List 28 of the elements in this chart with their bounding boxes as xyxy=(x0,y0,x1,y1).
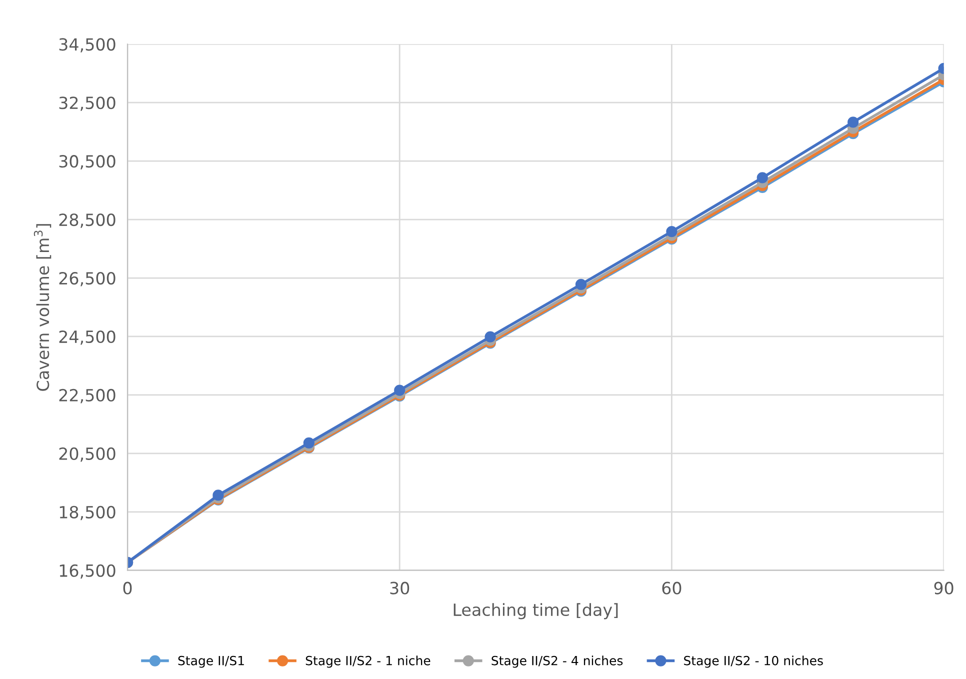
x-axis-title: Leaching time [day] xyxy=(454,603,618,620)
point xyxy=(666,226,678,238)
point xyxy=(756,172,768,184)
legend-label: Stage II/S2 - 1 niche xyxy=(306,656,430,668)
y-tick-label: 16,500 xyxy=(60,564,116,579)
y-tick-label: 20,500 xyxy=(59,447,116,462)
y-tick-label: 18,500 xyxy=(60,506,116,520)
x-tick-label: 60 xyxy=(662,582,682,594)
point xyxy=(394,384,406,396)
point xyxy=(575,278,587,290)
point xyxy=(303,437,314,448)
y-tick-label: 32,500 xyxy=(59,96,116,111)
legend-label: Stage II/S2 - 4 niches xyxy=(492,656,623,668)
y-tick-label: 34,500 xyxy=(59,38,116,52)
point xyxy=(484,331,496,342)
x-tick-label: 30 xyxy=(390,582,410,594)
legend-label: Stage II/S2 - 10 niches xyxy=(684,656,823,668)
point xyxy=(212,490,224,501)
legend-label: Stage II/S1 xyxy=(178,656,244,668)
y-tick-label: 28,500 xyxy=(59,214,116,228)
x-tick-label: 90 xyxy=(934,582,954,594)
y-tick-label: 22,500 xyxy=(59,388,116,404)
point xyxy=(848,116,859,128)
x-tick-label: 0 xyxy=(123,582,132,594)
y-tick-label: 30,500 xyxy=(59,155,116,170)
y-tick-label: 24,500 xyxy=(59,330,116,345)
y-tick-label: 26,500 xyxy=(59,272,116,286)
y-axis-title: Cavern volume [m$^{3}$] xyxy=(34,224,52,391)
